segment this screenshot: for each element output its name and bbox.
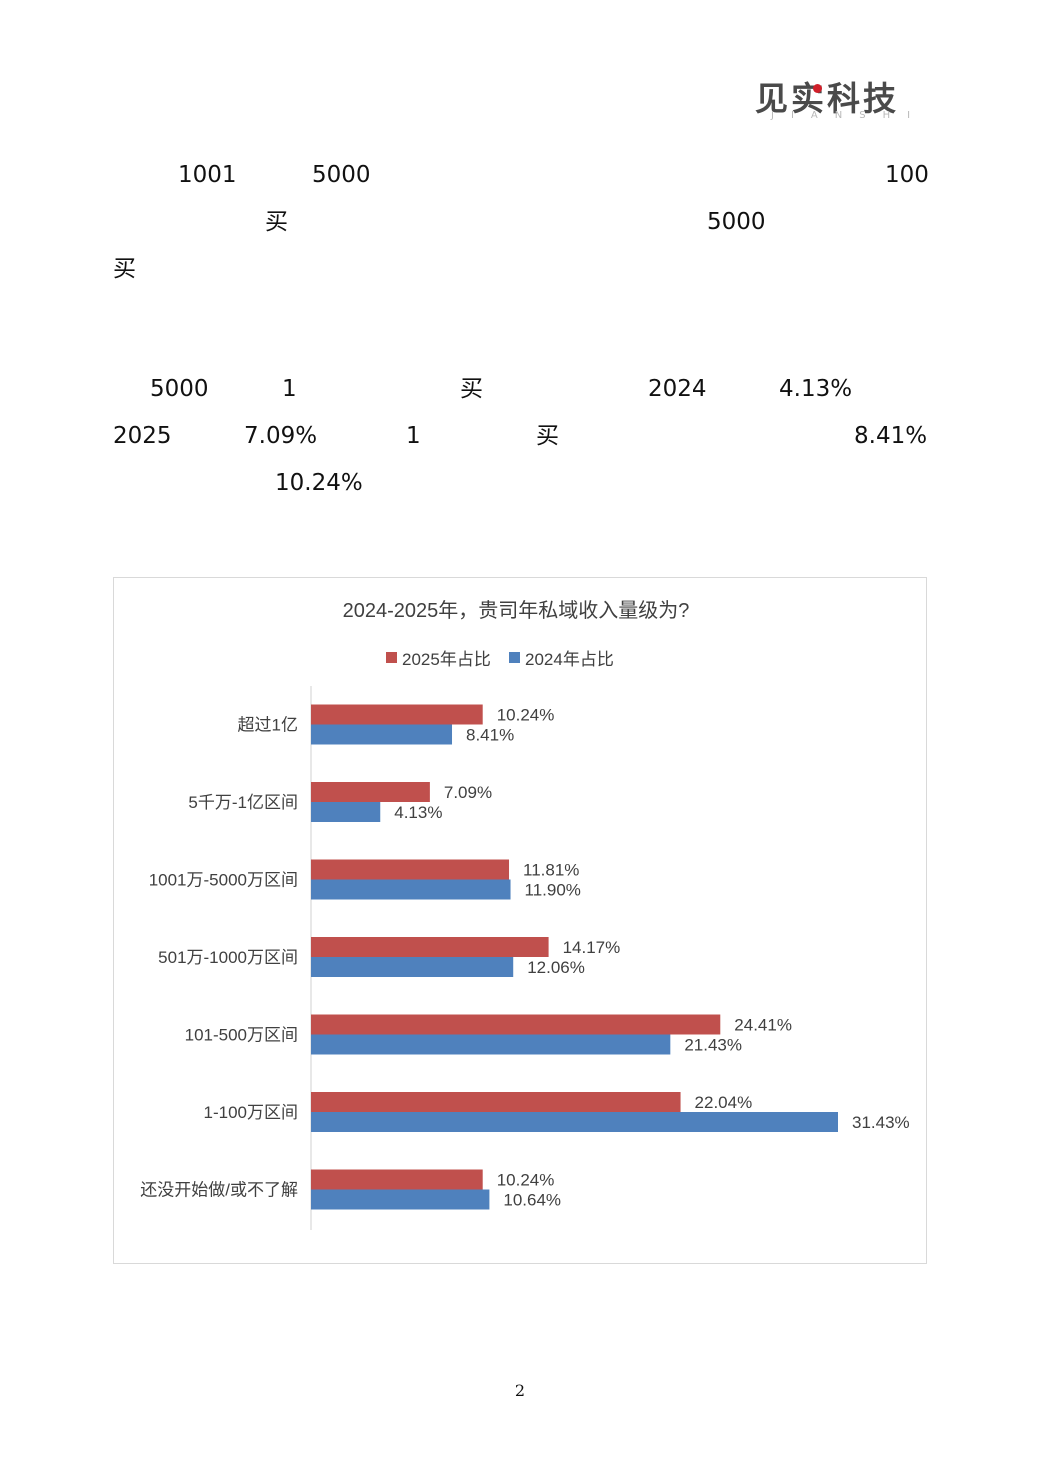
category-label: 101-500万区间 <box>185 1026 298 1045</box>
text-fragment: 8.41% <box>854 423 928 449</box>
bar <box>311 937 549 957</box>
logo-wordmark: 见实科技 <box>755 79 899 118</box>
data-label: 4.13% <box>394 803 442 822</box>
legend-swatch <box>509 652 520 663</box>
data-label: 21.43% <box>684 1036 742 1055</box>
text-fragment: 100 <box>885 162 929 188</box>
data-label: 11.90% <box>525 881 581 900</box>
bar <box>311 859 510 880</box>
text-fragment: 2024 <box>648 376 707 402</box>
chart-title: 2024-2025年，贵司年私域收入量级为? <box>343 599 690 622</box>
bar <box>311 957 514 977</box>
company-logo: 见实科技 JIANSHI <box>755 72 930 122</box>
text-fragment: 1 <box>282 376 297 402</box>
category-label: 5千万-1亿区间 <box>188 793 298 812</box>
text-fragment: 买 <box>113 256 136 282</box>
text-fragment: 买 <box>536 423 559 449</box>
category-label: 501万-1000万区间 <box>158 948 298 967</box>
text-fragment: 5000 <box>150 376 209 402</box>
data-label: 10.24% <box>497 706 555 725</box>
data-label: 22.04% <box>695 1093 753 1112</box>
data-label: 7.09% <box>444 783 492 802</box>
data-label: 11.81% <box>523 861 579 880</box>
text-fragment: 4.13% <box>779 376 853 402</box>
logo-subtitle: JIANSHI <box>771 110 928 121</box>
text-fragment: 5000 <box>707 209 766 235</box>
bar <box>311 782 430 802</box>
legend-swatch <box>386 652 397 663</box>
legend-label: 2024年占比 <box>525 650 614 669</box>
bar <box>311 879 511 900</box>
bar <box>311 1034 671 1055</box>
text-fragment: 5000 <box>312 162 371 188</box>
category-label: 1-100万区间 <box>204 1103 298 1122</box>
text-fragment: 10.24% <box>275 470 363 496</box>
data-label: 24.41% <box>734 1016 792 1035</box>
chart-container: 2024-2025年，贵司年私域收入量级为? 2025年占比 2024年占比超过1亿… <box>113 577 927 1264</box>
bar <box>311 1169 483 1190</box>
bar <box>311 1189 490 1210</box>
bar <box>311 724 453 745</box>
bar <box>311 704 483 725</box>
data-label: 12.06% <box>527 958 585 977</box>
bar <box>311 1092 681 1112</box>
category-label: 超过1亿 <box>238 716 298 735</box>
page-number: 2 <box>514 1381 526 1400</box>
bar-chart: 2024-2025年，贵司年私域收入量级为? 2025年占比 2024年占比超过1亿… <box>140 599 910 1230</box>
text-fragment: 买 <box>460 376 483 402</box>
bar <box>311 1112 838 1132</box>
text-fragment: 1001 <box>178 162 237 188</box>
data-label: 10.64% <box>503 1191 561 1210</box>
data-label: 10.24% <box>497 1171 555 1190</box>
text-fragment: 1 <box>406 423 421 449</box>
text-fragment: 2025 <box>113 423 172 449</box>
data-label: 14.17% <box>563 938 621 957</box>
text-fragment: 买 <box>265 209 288 235</box>
data-label: 8.41% <box>466 726 514 745</box>
bar <box>311 1014 721 1035</box>
data-label: 31.43% <box>852 1113 910 1132</box>
logo-red-dot-icon <box>813 84 822 93</box>
text-fragment: 7.09% <box>244 423 318 449</box>
category-label: 还没开始做/或不了解 <box>140 1181 298 1200</box>
category-label: 1001万-5000万区间 <box>149 871 298 890</box>
bar <box>311 802 381 822</box>
legend-label: 2025年占比 <box>402 650 491 669</box>
